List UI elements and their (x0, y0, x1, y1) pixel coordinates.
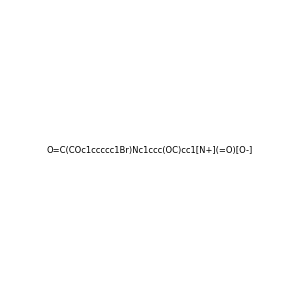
Text: O=C(COc1ccccc1Br)Nc1ccc(OC)cc1[N+](=O)[O-]: O=C(COc1ccccc1Br)Nc1ccc(OC)cc1[N+](=O)[O… (47, 146, 253, 154)
